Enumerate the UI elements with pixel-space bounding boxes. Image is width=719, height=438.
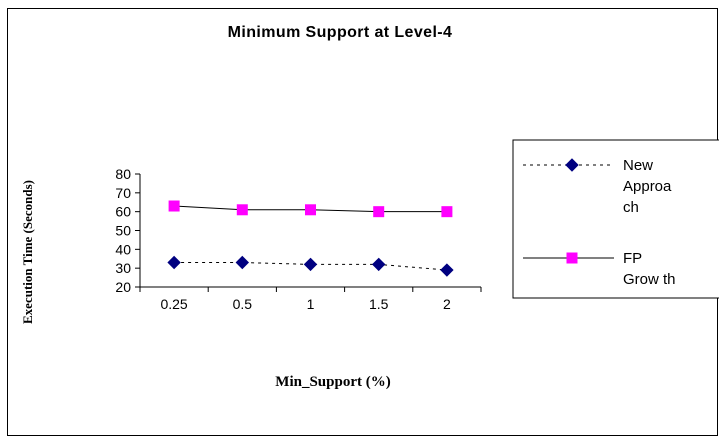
y-tick-label: 50 — [115, 223, 131, 239]
x-axis-label: Min_Support (%) — [275, 374, 390, 390]
x-tick-label: 2 — [443, 296, 451, 312]
legend: New Approa ch FP Grow th — [512, 139, 719, 299]
data-point — [167, 255, 181, 270]
y-tick-label: 70 — [115, 185, 131, 201]
x-tick-label: 1.5 — [369, 296, 389, 312]
y-tick-label: 60 — [115, 204, 131, 220]
x-tick-label: 1 — [307, 296, 315, 312]
legend-marker — [565, 158, 579, 172]
data-point — [440, 263, 454, 277]
legend-label: Grow th — [623, 271, 676, 288]
y-tick-label: 40 — [115, 241, 131, 257]
data-point — [371, 257, 386, 272]
series-1 — [168, 200, 453, 218]
data-point — [303, 257, 318, 272]
y-tick-label: 80 — [115, 166, 131, 182]
chart-title: Minimum Support at Level-4 — [228, 24, 453, 41]
data-point — [168, 200, 180, 212]
legend-label: Approa — [623, 178, 672, 195]
y-tick-label: 20 — [115, 279, 131, 295]
legend-label: ch — [623, 199, 639, 216]
legend-marker — [566, 252, 578, 264]
legend-label: New — [623, 157, 653, 174]
y-tick-label: 30 — [115, 260, 131, 276]
y-ticks: 20 30 40 50 60 70 80 — [115, 166, 140, 295]
x-tick-label: 0.5 — [233, 296, 253, 312]
series-layer — [167, 200, 454, 277]
x-tick-label: 0.25 — [160, 296, 187, 312]
data-point — [373, 206, 385, 218]
data-point — [305, 204, 316, 216]
y-axis-label: Execution Time (Seconds) — [20, 180, 35, 324]
series-0 — [167, 255, 454, 277]
legend-box — [512, 139, 719, 299]
legend-label: FP — [623, 250, 642, 267]
data-point — [236, 204, 248, 216]
x-ticks: 0.25 0.5 1 1.5 2 — [139, 287, 482, 312]
data-point — [441, 206, 453, 218]
data-point — [235, 255, 250, 270]
